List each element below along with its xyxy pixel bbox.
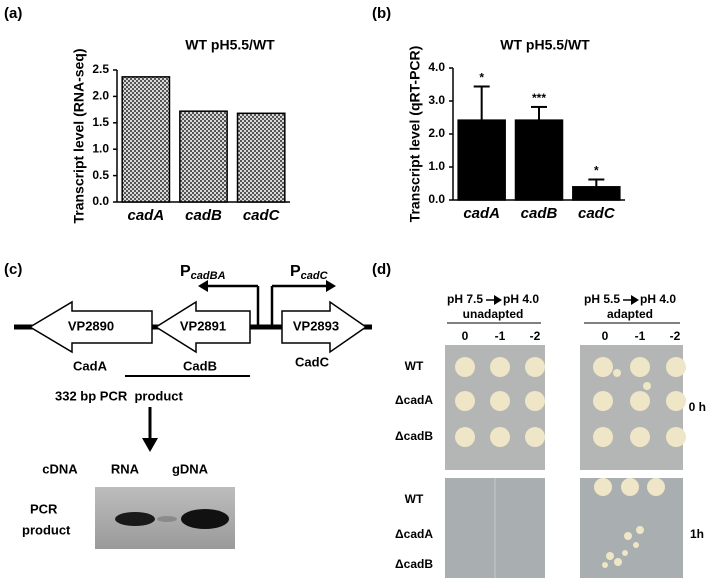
bar [457, 119, 506, 201]
x-tick-label: cadC [578, 205, 616, 222]
panel-label: (b) [372, 5, 391, 22]
promoter-subscript: cadBA [191, 270, 226, 282]
promoter: PcadC [290, 263, 329, 282]
y-tick-label: 2.0 [92, 89, 109, 103]
y-tick-label: 2.5 [92, 62, 109, 76]
dilution-label: -1 [635, 329, 646, 343]
gel-label: product [22, 522, 71, 537]
y-axis-label: Transcript level (qRT-PCR) [407, 46, 423, 223]
strain-label: ΔcadA [395, 527, 433, 541]
y-tick-label: 0.0 [92, 194, 109, 208]
dilution-label: 0 [602, 329, 609, 343]
gene-protein: CadB [183, 358, 217, 373]
gene-protein: CadC [295, 354, 330, 369]
significance: * [479, 71, 484, 85]
y-tick-label: 0.0 [428, 192, 445, 206]
dilution-label: -1 [495, 329, 506, 343]
condition-to: pH 4.0 [640, 292, 676, 306]
x-tick-label: cadB [185, 207, 222, 224]
significance: * [594, 164, 599, 178]
x-tick-label: cadC [243, 207, 281, 224]
dilution-label: -2 [670, 329, 681, 343]
strain-label: WT [405, 359, 424, 373]
gene-locus: VP2893 [293, 318, 339, 333]
gene-protein: CadA [73, 358, 108, 373]
bar [179, 110, 228, 203]
promoter-letter: P [290, 263, 301, 280]
y-axis-label: Transcript level (RNA-seq) [71, 48, 87, 223]
significance: *** [532, 91, 546, 105]
x-tick-label: cadA [127, 207, 164, 224]
bar [236, 112, 286, 203]
lane-label: gDNA [172, 461, 209, 476]
promoter-subscript: cadC [301, 270, 329, 282]
strain-label: ΔcadB [395, 429, 433, 443]
pcr-product-label: 332 bp PCR product [55, 388, 184, 403]
plate-assay: pH 7.5 pH 4.0 unadapted pH 5.5 pH 4.0 ad… [445, 292, 686, 578]
y-tick-label: 1.0 [92, 141, 109, 155]
y-tick-label: 1.5 [92, 115, 109, 129]
chart-title: WT pH5.5/WT [500, 37, 590, 53]
condition-name: adapted [607, 307, 653, 321]
y-tick-label: 1.0 [428, 159, 445, 173]
gene-locus: VP2890 [68, 318, 114, 333]
y-tick-label: 0.5 [92, 168, 109, 182]
x-tick-label: cadA [463, 205, 500, 222]
gene-locus: VP2891 [180, 318, 226, 333]
condition-to: pH 4.0 [503, 292, 539, 306]
dilution-label: 0 [462, 329, 469, 343]
condition-from: pH 5.5 [584, 292, 620, 306]
strain-label: WT [405, 492, 424, 506]
gene-map: VP2890 VP2891 VP2893 CadA CadB CadC Pcad… [14, 263, 372, 452]
y-tick-label: 3.0 [428, 93, 445, 107]
strain-label: ΔcadA [395, 393, 433, 407]
bar [121, 76, 171, 203]
chart-title: WT pH5.5/WT [185, 37, 275, 53]
promoter-letter: P [180, 263, 191, 280]
gel-label: PCR [30, 501, 58, 516]
dilution-label: -2 [530, 329, 541, 343]
condition-from: pH 7.5 [447, 292, 483, 306]
y-tick-label: 4.0 [428, 60, 445, 74]
panel-label: (a) [4, 5, 22, 22]
gel: cDNA RNA gDNA PCR product [22, 461, 235, 549]
x-tick-label: cadB [521, 205, 558, 222]
lane-label: RNA [111, 461, 140, 476]
bar [514, 119, 564, 201]
time-label: 1h [690, 527, 704, 541]
bar [572, 186, 621, 201]
panel-label: (c) [4, 261, 22, 278]
strain-label: ΔcadB [395, 557, 433, 571]
promoter: PcadBA [180, 263, 226, 282]
time-label: 0 h [689, 400, 706, 414]
condition-name: unadapted [463, 307, 524, 321]
y-tick-label: 2.0 [428, 126, 445, 140]
lane-label: cDNA [42, 461, 78, 476]
panel-label: (d) [372, 261, 391, 278]
